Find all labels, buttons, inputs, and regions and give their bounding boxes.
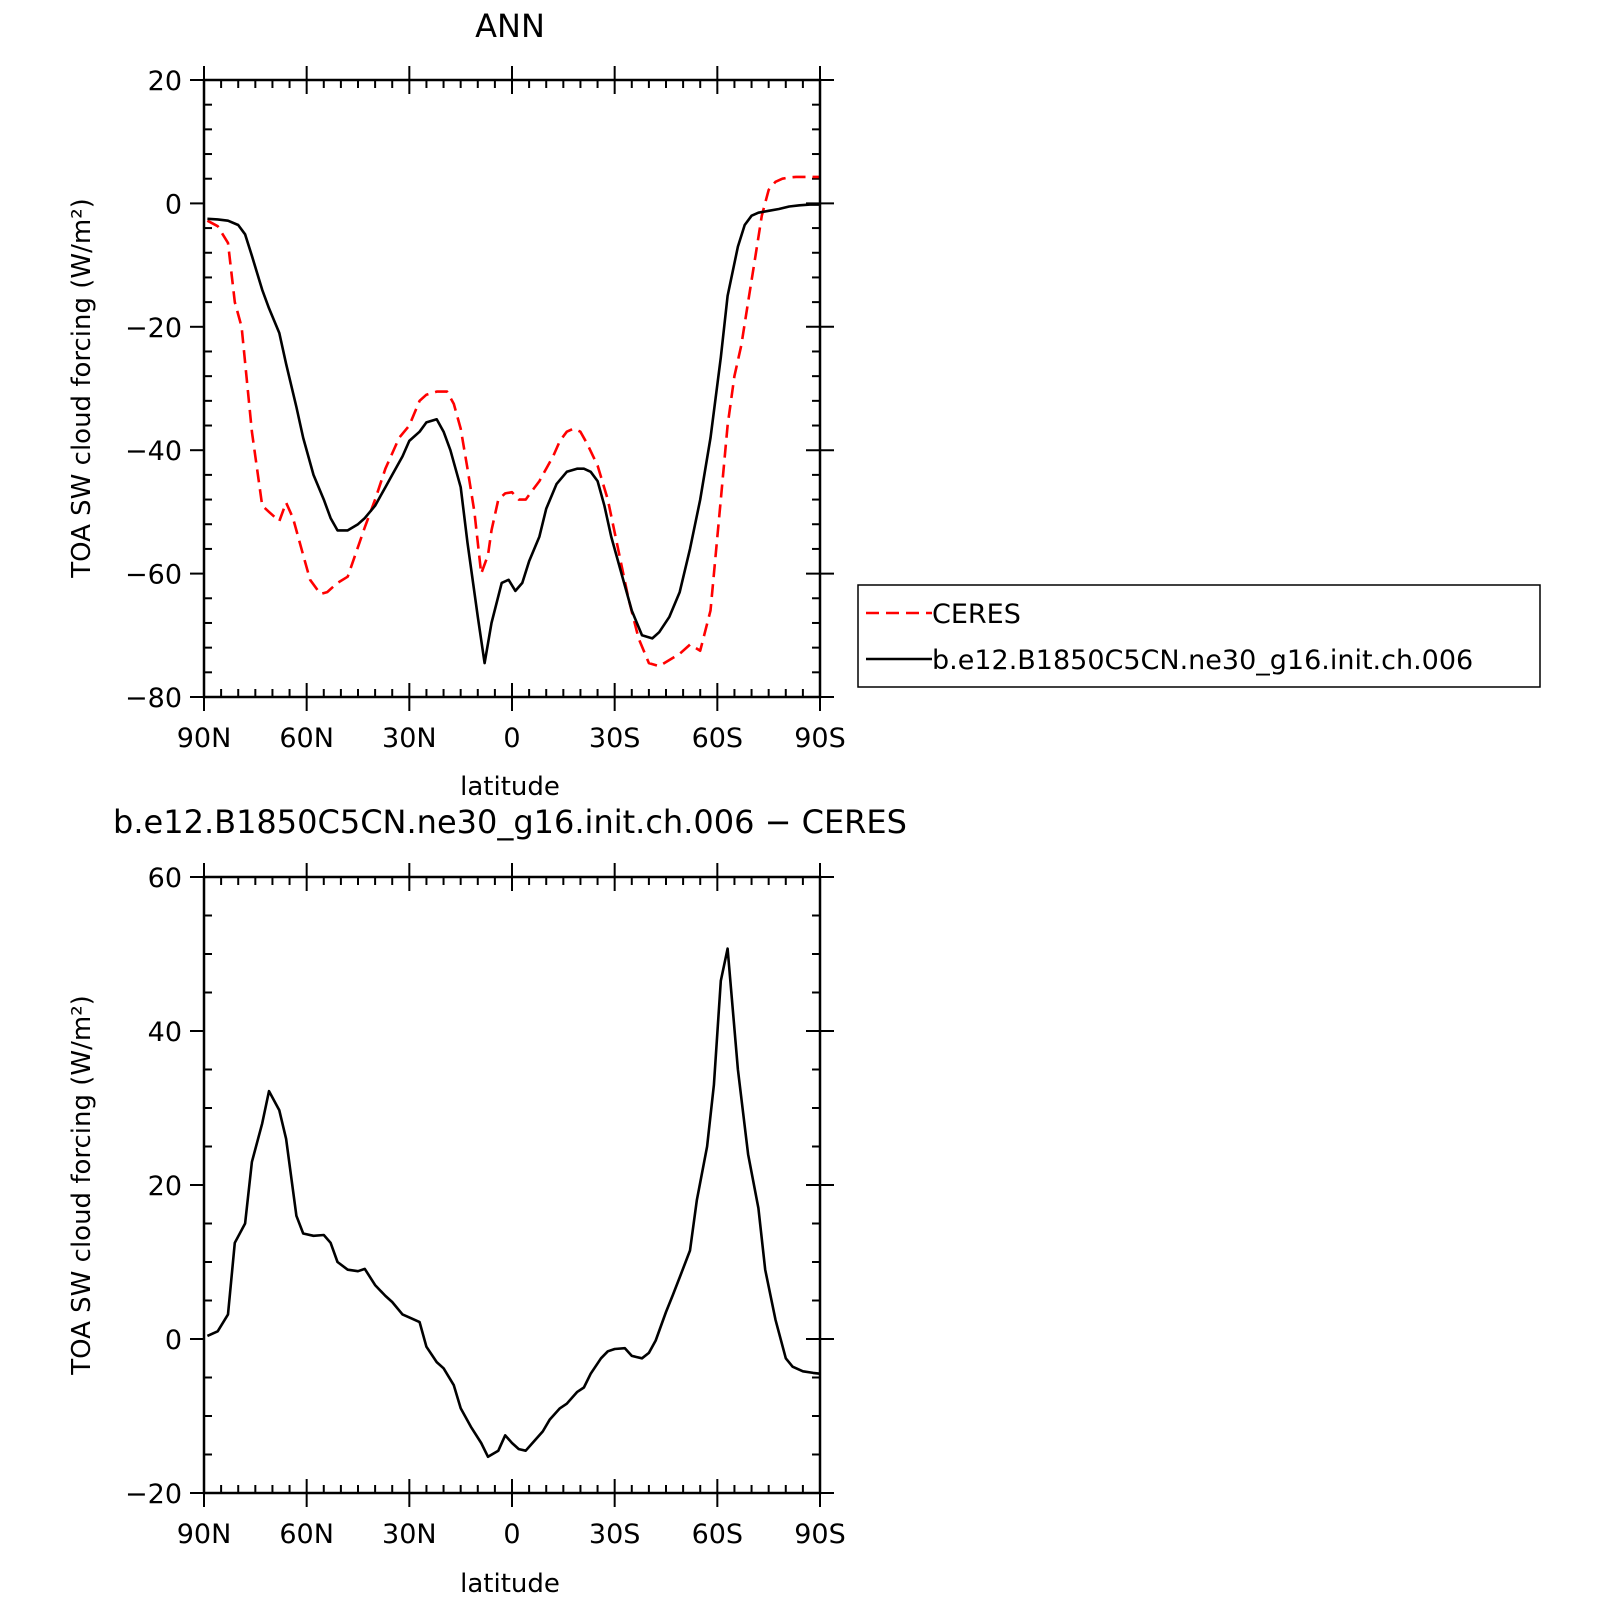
difference-chart-title: b.e12.B1850C5CN.ne30_g16.init.ch.006 − C…: [113, 803, 907, 841]
y-tick-label: 0: [165, 189, 182, 220]
y-tick-label: −20: [125, 313, 182, 344]
x-tick-label: 30S: [589, 1519, 641, 1550]
y-tick-label: 20: [148, 66, 182, 97]
axis-ticks: [190, 66, 834, 711]
axis-ticks: [190, 863, 834, 1507]
y-tick-labels: 60 40 20 0 −20: [125, 863, 182, 1510]
y-tick-label: −60: [125, 560, 182, 591]
y-tick-label: −20: [125, 1479, 182, 1510]
chart-title: ANN: [475, 7, 545, 45]
difference-line: [206, 947, 821, 1459]
x-tick-label: 30S: [589, 723, 641, 754]
legend: CERES b.e12.B1850C5CN.ne30_g16.init.ch.0…: [857, 584, 1541, 688]
x-tick-label: 0: [503, 723, 520, 754]
x-tick-label: 90N: [177, 1519, 232, 1550]
x-tick-label: 60N: [279, 723, 334, 754]
legend-label-model: b.e12.B1850C5CN.ne30_g16.init.ch.006: [932, 645, 1473, 676]
y-tick-label: 40: [148, 1017, 182, 1048]
ceres-line: [206, 175, 820, 668]
series-lines: [206, 175, 820, 668]
y-tick-label: 0: [165, 1325, 182, 1356]
y-tick-label: −80: [125, 683, 182, 714]
legend-label-ceres: CERES: [932, 599, 1021, 630]
x-tick-label: 0: [503, 1519, 520, 1550]
y-tick-label: 60: [148, 863, 182, 894]
y-axis-label: TOA SW cloud forcing (W/m²): [67, 198, 97, 579]
bottom-panel: b.e12.B1850C5CN.ne30_g16.init.ch.006 − C…: [67, 803, 907, 1599]
x-tick-label: 60S: [692, 723, 744, 754]
top-panel: ANN 200−20−40−60−80 90N 60N 30N 0 30S 60S 90S …: [67, 7, 1541, 802]
y-tick-label: 20: [148, 1171, 182, 1202]
x-axis-label: latitude: [460, 772, 560, 802]
y-tick-labels: 20 0 −20 −40 −60 −80: [125, 66, 182, 714]
x-tick-label: 60S: [692, 1519, 744, 1550]
x-tick-label: 90N: [177, 723, 232, 754]
plot-frame: [202, 78, 822, 699]
legend-box: [857, 584, 1541, 688]
plot-frame: [202, 875, 822, 1495]
model-line: [207, 203, 820, 665]
y-axis-label: TOA SW cloud forcing (W/m²): [67, 995, 97, 1376]
x-tick-labels: 90N 60N 30N 0 30S 60S 90S: [177, 723, 846, 754]
y-tick-label: −40: [125, 436, 182, 467]
x-tick-label: 60N: [279, 1519, 334, 1550]
x-tick-label: 90S: [794, 723, 846, 754]
x-tick-label: 30N: [382, 723, 437, 754]
x-tick-labels: 90N 60N 30N 0 30S 60S 90S: [177, 1519, 846, 1550]
x-tick-label: 30N: [382, 1519, 437, 1550]
series-lines: [206, 947, 821, 1459]
x-axis-label: latitude: [460, 1569, 560, 1599]
x-tick-label: 90S: [794, 1519, 846, 1550]
